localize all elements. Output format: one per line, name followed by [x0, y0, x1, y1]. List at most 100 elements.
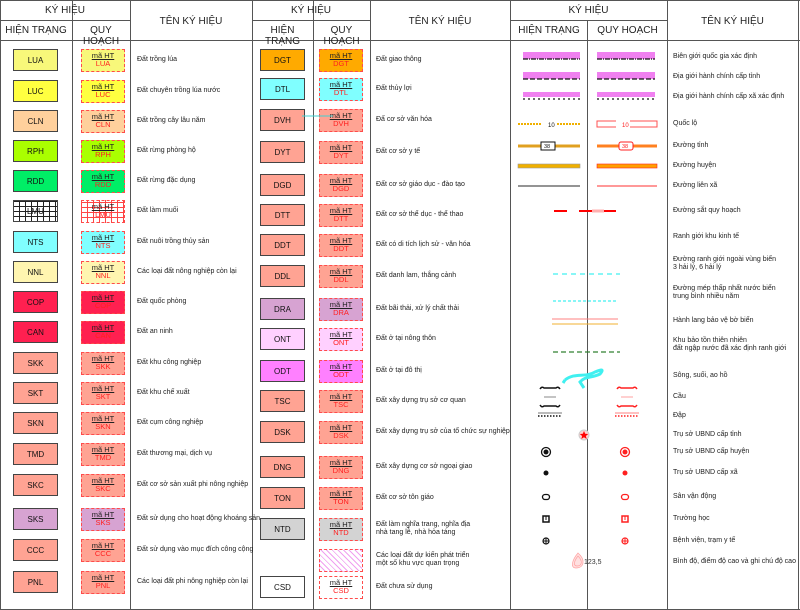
planned-symbol-ntd: mã HT NTD: [319, 518, 363, 541]
planned-symbol-dvh: mã HT DVH: [319, 109, 363, 132]
existing-border-band-icon: [523, 72, 580, 79]
symbol-name: Đất an ninh: [137, 328, 173, 335]
planned-symbol-dyt: mã HT DYT: [319, 141, 363, 164]
symbol-name: Đất trồng cây lâu năm: [137, 117, 206, 124]
planned-code: CAN: [95, 331, 111, 340]
planned-symbol-lmu: mã HT LMU: [81, 200, 125, 223]
existing-symbol-tmd: TMD: [13, 443, 58, 465]
symbol-name: Đất cơ sở thể dục - thể thao: [376, 211, 464, 218]
ma-ht-label: mã HT: [91, 541, 115, 550]
existing-symbol-rph: RPH: [13, 140, 58, 162]
existing-symbol-ntd: NTD: [260, 518, 305, 540]
header-ky-hieu: KÝ HIỆU: [568, 5, 609, 16]
symbol-name: Đất ở tại nông thôn: [376, 335, 436, 342]
ma-ht-label: mã HT: [91, 263, 115, 272]
symbol-name: Bình độ, điểm độ cao và ghi chú độ cao: [673, 558, 796, 565]
header-hien-trang: HIỆN TRẠNG: [5, 25, 67, 36]
ma-ht-label: mã HT: [91, 172, 115, 181]
header-ky-hieu: KÝ HIỆU: [44, 5, 85, 16]
planned-code: DGD: [332, 184, 350, 193]
symbol-name: Đất bãi thải, xử lý chất thải: [376, 305, 459, 312]
symbol-name: Đường tỉnh: [673, 142, 709, 149]
symbol-name: Địa giới hành chính cấp tỉnh: [673, 73, 761, 80]
column-divider: [370, 0, 371, 610]
planned-code: LUC: [95, 90, 111, 99]
existing-symbol-cop: COP: [13, 291, 58, 313]
existing-border-band-icon: [523, 92, 580, 97]
header-quy-hoach: QUY HOẠCH: [82, 25, 120, 47]
existing-symbol-luc: LUC: [13, 80, 58, 102]
planned-bridge-icon: [616, 386, 638, 408]
road-number-label: 38: [622, 144, 628, 150]
planned-district-office-ring-icon: [619, 446, 631, 458]
ma-ht-label: mã HT: [329, 362, 353, 371]
row-divider: [0, 40, 800, 41]
ma-ht-label: mã HT: [329, 300, 353, 309]
ma-ht-label: mã HT: [329, 51, 353, 60]
planned-symbol-luc: mã HT LUC: [81, 80, 125, 103]
existing-symbol-dtl: DTL: [260, 78, 305, 100]
planned-code: CCC: [94, 549, 112, 558]
planned-symbol-cop: mã HT COP: [81, 291, 125, 314]
symbol-name: Trụ sở UBND cấp tỉnh: [673, 431, 742, 438]
ma-ht-label: mã HT: [91, 112, 115, 121]
road-number-label: 10: [548, 123, 555, 129]
existing-stadium-icon: [541, 493, 551, 501]
ma-ht-label: mã HT: [91, 510, 115, 519]
existing-hospital-cross: [543, 538, 549, 544]
symbol-name: Trụ sở UBND cấp xã: [673, 469, 738, 476]
existing-symbol-dgt: DGT: [260, 49, 305, 71]
planned-symbol-pnl: mã HT PNL: [81, 571, 125, 594]
symbol-name: Biên giới quốc gia xác định: [673, 53, 757, 60]
planned-symbol-sks: mã HT SKS: [81, 508, 125, 531]
column-divider: [252, 0, 253, 610]
header-hien-trang: HIỆN TRẠNG: [518, 25, 580, 36]
existing-bridge-icon: [539, 386, 561, 408]
road-number-bg: [616, 120, 630, 128]
ma-ht-label: mã HT: [91, 82, 115, 91]
existing-symbol-pnl: PNL: [13, 571, 58, 593]
symbol-name: Đất có di tích lịch sử - văn hóa: [376, 241, 471, 248]
ma-ht-label: mã HT: [329, 578, 353, 587]
planned-symbol-nnl: mã HT NNL: [81, 261, 125, 284]
planned-code: TON: [333, 497, 349, 506]
column-divider: [798, 0, 799, 610]
symbol-name: Đất xây dựng cơ sở ngoại giao: [376, 463, 473, 470]
existing-symbol-skc: SKC: [13, 474, 58, 496]
header-quy-hoach: QUY HOẠCH: [597, 25, 658, 36]
planned-code: NTD: [333, 528, 349, 537]
ma-ht-label: mã HT: [91, 51, 115, 60]
header-quy-hoach: QUY HOẠCH: [323, 25, 360, 47]
symbol-name: Cầu: [673, 393, 686, 400]
existing-symbol-ton: TON: [260, 487, 305, 509]
planned-border-band-icon: [597, 92, 655, 97]
planned-symbol-dgt: mã HT DGT: [319, 49, 363, 72]
ma-ht-label: mã HT: [329, 392, 353, 401]
ma-ht-label: mã HT: [329, 143, 353, 152]
symbol-name: Đất xây dựng trụ sở của tổ chức sự nghiệ…: [376, 428, 510, 435]
planned-code: NTS: [95, 241, 111, 250]
planned-code: SKN: [95, 422, 111, 431]
railway-gap: [592, 209, 604, 213]
existing-symbol-skn: SKN: [13, 412, 58, 434]
planned-commune-office-icon: [622, 470, 628, 476]
symbol-name: Đường mép thấp nhất nước biển trung bình…: [673, 285, 776, 300]
symbol-name: Đấ cơ sở văn hóa: [376, 116, 432, 123]
planned-symbol-skc: mã HT SKC: [81, 474, 125, 497]
column-divider: [72, 0, 73, 610]
planned-code: PNL: [95, 581, 111, 590]
column-divider: [130, 0, 131, 610]
symbol-name: Đất cụm công nghiệp: [137, 419, 204, 426]
symbol-name: Đất trồng lúa: [137, 56, 178, 63]
symbol-name: Đường huyện: [673, 162, 717, 169]
planned-symbol-dtt: mã HT DTT: [319, 204, 363, 227]
existing-symbol-ont: ONT: [260, 328, 305, 350]
planned-border-band-icon: [597, 72, 655, 79]
planned-symbol-lua: mã HT LUA: [81, 49, 125, 72]
symbol-name: Đất khu chế xuất: [137, 389, 190, 396]
existing-border-band-icon: [523, 52, 580, 59]
planned-symbol-csd: mã HT CSD: [319, 576, 363, 599]
symbol-name: Đất sử dụng cho hoạt động khoáng sản: [137, 515, 260, 522]
planned-symbol-can: mã HT CAN: [81, 321, 125, 344]
planned-district-office-icon: [622, 449, 628, 455]
